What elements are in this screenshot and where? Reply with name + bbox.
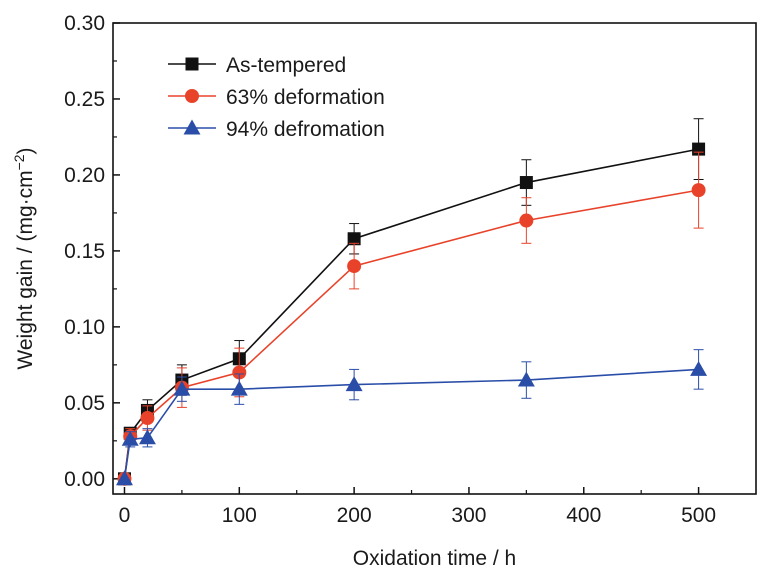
- data-point: [230, 380, 248, 396]
- data-point: [691, 183, 706, 198]
- x-tick-label: 0: [119, 504, 131, 527]
- series-line: [123, 368, 699, 479]
- legend-item: 63% deformation: [168, 86, 385, 109]
- x-tick-label: 100: [222, 504, 257, 527]
- series-circle: [117, 151, 706, 486]
- y-tick-label: 0.10: [64, 316, 105, 339]
- y-axis-title-main: Weight gain / (mg·cm: [14, 170, 37, 369]
- data-point: [140, 411, 155, 426]
- y-tick-label: 0.05: [64, 392, 105, 415]
- plot-layer: 0 100 200 300 400 500 0.00 0.05 0.10 0.15 0.20 0.25…: [64, 12, 757, 527]
- legend-label: 63% deformation: [226, 86, 385, 109]
- x-tick-label: 300: [451, 504, 486, 527]
- data-point: [345, 376, 363, 392]
- legend-label: As-tempered: [226, 54, 346, 77]
- y-tick-label: 0.25: [64, 88, 105, 111]
- legend: As-tempered 63% deformation 94% defromatio…: [168, 54, 385, 141]
- data-point: [347, 232, 361, 246]
- data-point: [232, 365, 247, 380]
- series-square: [117, 118, 706, 486]
- y-axis-title-superscript: −2: [11, 154, 27, 170]
- y-tick-label: 0.20: [64, 164, 105, 187]
- y-axis-title: Weight gain / (mg·cm−2): [11, 147, 37, 369]
- legend-marker: [183, 119, 201, 135]
- data-point: [519, 213, 534, 228]
- data-point: [690, 360, 708, 376]
- y-axis-title-end: ): [14, 147, 37, 154]
- data-point: [519, 176, 533, 190]
- data-point: [121, 430, 139, 446]
- data-point: [173, 380, 191, 396]
- x-axis-title: Oxidation time / h: [353, 547, 516, 570]
- legend-item: 94% defromation: [168, 118, 385, 141]
- data-point: [138, 429, 156, 445]
- plot-frame: [112, 22, 757, 495]
- y-tick-label: 0.15: [64, 240, 105, 263]
- y-tick-label: 0.00: [64, 468, 105, 491]
- series-line: [123, 189, 699, 479]
- x-tick-label: 200: [337, 504, 372, 527]
- data-point: [116, 470, 133, 486]
- y-tick-label: 0.30: [64, 12, 105, 35]
- legend-marker: [185, 89, 199, 103]
- legend-item: As-tempered: [168, 54, 346, 77]
- data-point: [517, 371, 535, 387]
- data-point: [347, 259, 362, 274]
- x-tick-label: 500: [681, 504, 716, 527]
- x-tick-label: 400: [566, 504, 601, 527]
- legend-marker: [185, 57, 199, 71]
- legend-label: 94% defromation: [226, 118, 385, 141]
- series-triangle: [116, 349, 708, 486]
- series-line: [123, 148, 699, 479]
